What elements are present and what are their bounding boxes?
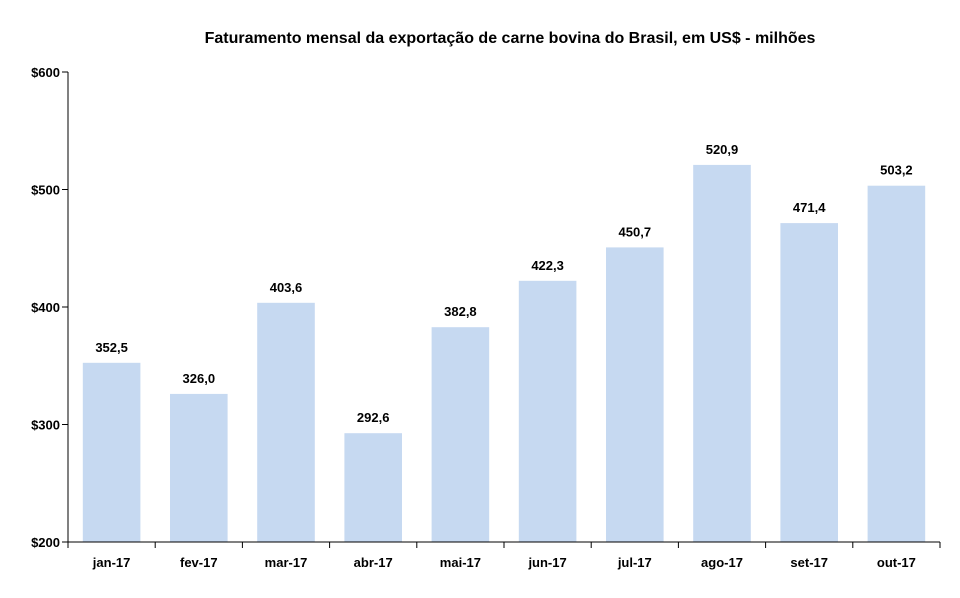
data-label: 292,6 <box>357 410 390 425</box>
x-tick-label: fev-17 <box>180 555 218 570</box>
x-tick-label: ago-17 <box>701 555 743 570</box>
data-label: 403,6 <box>270 280 303 295</box>
data-label: 352,5 <box>95 340 128 355</box>
bar-set-17 <box>780 223 838 542</box>
data-label: 520,9 <box>706 142 739 157</box>
x-tick-label: mai-17 <box>440 555 481 570</box>
data-label: 450,7 <box>619 224 652 239</box>
y-tick-label: $300 <box>31 418 60 433</box>
bar-mar-17 <box>257 302 315 542</box>
y-tick-label: $600 <box>31 65 60 80</box>
data-label: 422,3 <box>531 258 564 273</box>
bar-jun-17 <box>518 280 577 542</box>
x-tick-label: set-17 <box>790 555 828 570</box>
x-tick-label: jan-17 <box>92 555 131 570</box>
data-label: 326,0 <box>183 371 216 386</box>
chart-title: Faturamento mensal da exportação de carn… <box>204 30 816 47</box>
y-tick-label: $200 <box>31 535 60 550</box>
y-tick-label: $400 <box>31 300 60 315</box>
x-tick-label: jul-17 <box>617 555 652 570</box>
x-tick-label: mar-17 <box>265 555 308 570</box>
x-tick-label: out-17 <box>877 555 916 570</box>
data-label: 503,2 <box>880 163 913 178</box>
bar-abr-17 <box>344 433 402 542</box>
bar-fev-17 <box>170 393 228 542</box>
x-tick-label: abr-17 <box>354 555 393 570</box>
data-label: 382,8 <box>444 304 477 319</box>
y-tick-label: $500 <box>31 183 60 198</box>
bar-jul-17 <box>606 247 664 542</box>
bar-mai-17 <box>431 327 490 542</box>
data-label: 471,4 <box>793 200 826 215</box>
x-tick-label: jun-17 <box>527 555 566 570</box>
bar-out-17 <box>867 185 926 542</box>
bar-jan-17 <box>82 362 141 542</box>
bar-ago-17 <box>693 164 751 542</box>
